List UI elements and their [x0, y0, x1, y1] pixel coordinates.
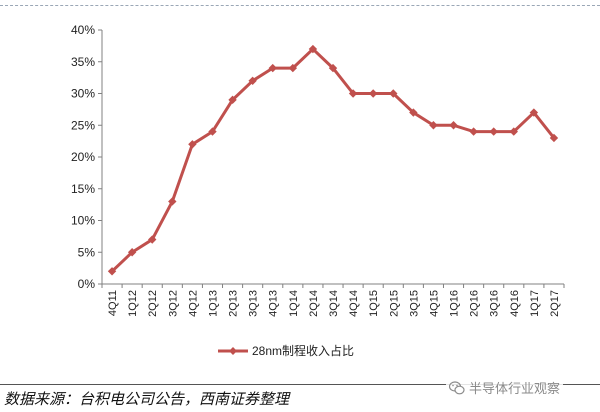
- data-point: [208, 127, 217, 136]
- x-tick-label: 1Q13: [207, 290, 219, 317]
- x-tick-label: 2Q17: [549, 290, 561, 317]
- y-tick-label: 5%: [78, 245, 96, 259]
- x-tick-label: 2Q14: [308, 290, 320, 317]
- x-tick-label: 2Q12: [147, 290, 159, 317]
- data-point: [489, 127, 498, 136]
- x-tick-label: 1Q15: [368, 290, 380, 317]
- data-point: [389, 89, 398, 98]
- data-point: [348, 89, 358, 98]
- x-tick-label: 4Q12: [187, 290, 199, 317]
- data-point: [168, 197, 177, 206]
- x-tick-label: 3Q15: [408, 290, 420, 317]
- series-28nm: [107, 44, 559, 276]
- x-tick-label: 2Q15: [388, 290, 400, 317]
- data-point: [288, 63, 298, 73]
- data-point: [188, 140, 197, 149]
- y-tick-label: 30%: [71, 87, 95, 101]
- y-tick-label: 35%: [71, 55, 95, 69]
- x-tick-label: 4Q16: [509, 290, 521, 317]
- watermark: 半导体行业观察: [446, 377, 564, 398]
- x-axis: 4Q11 1Q12 2Q12 3Q12 4Q12 1Q13 2Q13 3Q13 4Q13 1Q14…: [101, 284, 565, 317]
- data-point: [469, 127, 478, 136]
- x-tick-label: 4Q14: [348, 290, 360, 317]
- data-point: [449, 121, 458, 130]
- y-tick-label: 25%: [71, 118, 95, 132]
- x-tick-label: 2Q13: [228, 290, 240, 317]
- data-point: [127, 248, 137, 257]
- data-point: [529, 108, 539, 117]
- wechat-icon: [449, 380, 465, 394]
- x-tick-label: 1Q12: [127, 290, 139, 317]
- y-axis: 0% 5% 10% 15% 20% 25% 30% 35% 40%: [71, 23, 102, 291]
- data-point: [429, 121, 438, 130]
- legend-swatch-marker: [229, 347, 237, 355]
- watermark-text: 半导体行业观察: [469, 382, 561, 397]
- data-point: [549, 133, 559, 143]
- y-tick-label: 40%: [71, 23, 95, 37]
- y-tick-label: 10%: [71, 214, 95, 228]
- data-point: [368, 89, 378, 98]
- axes-lines: [101, 30, 564, 285]
- x-tick-label: 3Q12: [167, 290, 179, 317]
- data-point: [248, 76, 257, 85]
- line-chart: 0% 5% 10% 15% 20% 25% 30% 35% 40% 4Q11 1Q12 2Q12 3Q…: [71, 23, 565, 358]
- x-tick-label: 2Q16: [469, 290, 481, 317]
- x-tick-label: 3Q14: [328, 290, 340, 317]
- data-point: [328, 63, 338, 73]
- data-point: [148, 235, 157, 244]
- data-point: [228, 95, 237, 105]
- y-tick-label: 15%: [71, 182, 95, 196]
- data-point: [509, 127, 518, 136]
- y-tick-label: 20%: [71, 150, 95, 164]
- data-point: [107, 267, 117, 276]
- series-line: [111, 47, 556, 273]
- x-tick-label: 4Q13: [268, 290, 280, 317]
- x-tick-label: 4Q15: [428, 290, 440, 317]
- legend-label: 28nm制程收入占比: [252, 343, 354, 358]
- x-tick-label: 1Q17: [529, 290, 541, 317]
- source-divider: [0, 384, 600, 385]
- x-tick-label: 1Q14: [288, 290, 300, 317]
- x-tick-label: 3Q13: [248, 290, 260, 317]
- legend: 28nm制程收入占比: [218, 343, 354, 358]
- data-point: [409, 108, 418, 117]
- x-tick-label: 4Q11: [107, 290, 119, 316]
- x-tick-label: 3Q16: [489, 290, 501, 317]
- data-point: [268, 63, 277, 73]
- data-point: [308, 44, 318, 54]
- source-note: 数据来源：台积电公司公告，西南证券整理: [4, 390, 290, 408]
- y-tick-label: 0%: [78, 277, 96, 291]
- x-tick-label: 1Q16: [449, 290, 461, 317]
- top-dashed-rule: [0, 5, 600, 6]
